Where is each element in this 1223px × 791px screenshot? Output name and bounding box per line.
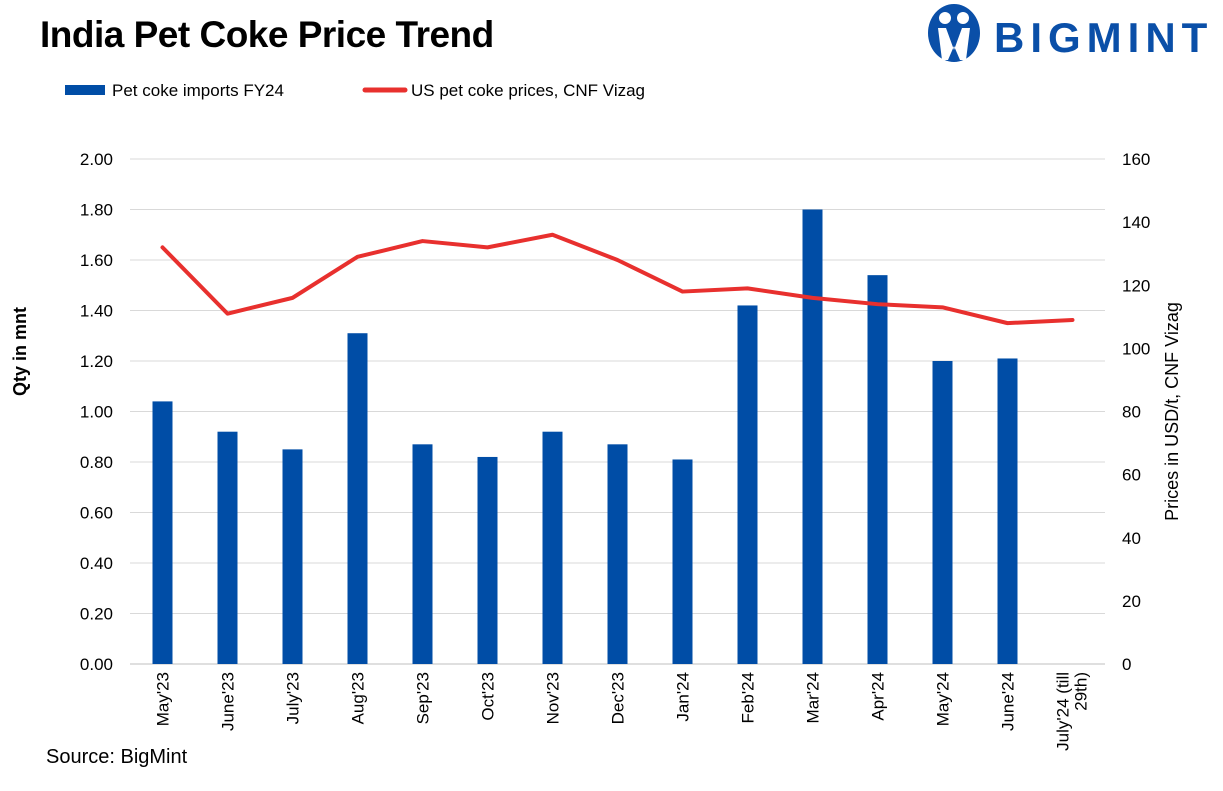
- x-tick-label: July'23: [284, 672, 303, 724]
- y2-tick-label: 0: [1122, 655, 1131, 674]
- y2-tick-label: 100: [1122, 339, 1150, 358]
- y2-tick-label: 140: [1122, 213, 1150, 232]
- y2-tick-label: 120: [1122, 276, 1150, 295]
- x-tick-label: Nov'23: [544, 672, 563, 724]
- bar: [802, 209, 823, 664]
- chart-title: India Pet Coke Price Trend: [40, 14, 494, 55]
- y-tick-label: 2.00: [80, 150, 113, 169]
- x-tick-label: Aug'23: [349, 672, 368, 724]
- legend-line-label: US pet coke prices, CNF Vizag: [411, 81, 645, 100]
- bar: [282, 449, 303, 664]
- bar: [932, 361, 953, 664]
- x-tick-label: Jan'24: [674, 672, 693, 722]
- bar: [867, 275, 888, 664]
- x-tick-label: Feb'24: [739, 672, 758, 723]
- y2-axis-title: Prices in USD/t, CNF Vizag: [1162, 302, 1182, 521]
- x-tick-label: June'24: [999, 672, 1018, 731]
- bar: [542, 431, 563, 664]
- bar: [152, 401, 173, 664]
- legend-bar-label: Pet coke imports FY24: [112, 81, 284, 100]
- bar: [477, 456, 498, 664]
- y-tick-label: 0.80: [80, 453, 113, 472]
- y2-tick-label: 20: [1122, 592, 1141, 611]
- bar: [217, 431, 238, 664]
- bar: [737, 305, 758, 664]
- legend-bar-swatch: [65, 85, 105, 95]
- y-tick-label: 0.60: [80, 504, 113, 523]
- y-tick-label: 0.00: [80, 655, 113, 674]
- x-tick-label: July'24 (till29th): [1054, 672, 1091, 751]
- x-tick-label: June'23: [219, 672, 238, 731]
- x-tick-label: Dec'23: [609, 672, 628, 724]
- x-tick-label: Sep'23: [414, 672, 433, 724]
- x-tick-label: May'23: [154, 672, 173, 726]
- y-tick-label: 0.40: [80, 554, 113, 573]
- x-tick-label: Apr'24: [869, 672, 888, 721]
- y-tick-label: 1.60: [80, 251, 113, 270]
- x-tick-label: May'24: [934, 672, 953, 726]
- y-tick-label: 1.40: [80, 302, 113, 321]
- bar: [412, 444, 433, 664]
- y-tick-label: 0.20: [80, 605, 113, 624]
- bar: [347, 333, 368, 664]
- bar: [997, 358, 1018, 664]
- y2-tick-label: 60: [1122, 466, 1141, 485]
- bigmint-logo: BIGMINT: [928, 4, 1213, 62]
- y2-tick-label: 40: [1122, 529, 1141, 548]
- x-tick-label: Oct'23: [479, 672, 498, 721]
- bar: [672, 459, 693, 664]
- y-tick-label: 1.00: [80, 403, 113, 422]
- y-axis-title: Qty in mnt: [10, 307, 30, 396]
- y-tick-label: 1.80: [80, 201, 113, 220]
- y2-tick-label: 160: [1122, 150, 1150, 169]
- svg-text:BIGMINT: BIGMINT: [994, 14, 1213, 61]
- y-tick-label: 1.20: [80, 352, 113, 371]
- source-note: Source: BigMint: [46, 746, 188, 768]
- price-line: [160, 232, 1075, 326]
- x-tick-label: Mar'24: [804, 672, 823, 723]
- y2-tick-label: 80: [1122, 403, 1141, 422]
- bar: [607, 444, 628, 664]
